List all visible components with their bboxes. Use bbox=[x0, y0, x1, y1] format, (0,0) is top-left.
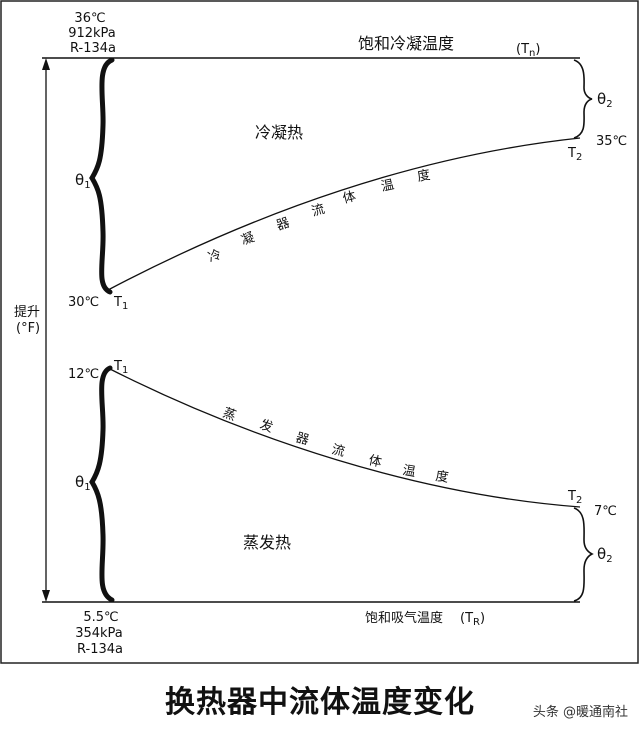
evaporator-curve-char: 温 bbox=[401, 463, 416, 480]
condenser-theta1-label: θ1 bbox=[75, 171, 91, 191]
evaporator-theta1-brace bbox=[89, 365, 115, 603]
condenser-theta1-brace bbox=[89, 57, 115, 295]
condenser-top-pressure: 912kPa bbox=[68, 26, 116, 41]
condenser-t2-label: T2 bbox=[567, 146, 582, 163]
evaporator-saturation-label: 饱和吸气温度 bbox=[365, 610, 443, 626]
evaporator-saturation-symbol: (TR) bbox=[460, 611, 485, 628]
watermark: 头条 @暖通南社 bbox=[533, 704, 628, 720]
condenser-saturation-symbol: (Tn) bbox=[516, 42, 540, 59]
evaporator-bottom-pressure: 354kPa bbox=[75, 626, 123, 641]
evaporator-theta2-label: θ2 bbox=[597, 545, 613, 565]
evaporator-t2-temp: 7℃ bbox=[594, 504, 617, 519]
condenser-fluid-curve-label: 冷 凝 器 流 体 温 度 bbox=[206, 167, 431, 266]
condenser-t1-label: T1 bbox=[113, 295, 128, 312]
condenser-curve-char: 器 bbox=[275, 216, 292, 234]
evaporator-curve-char: 流 bbox=[330, 442, 346, 460]
figure-caption: 换热器中流体温度变化 bbox=[165, 685, 475, 720]
condenser-curve-char: 温 bbox=[380, 178, 396, 195]
condenser-heat-label: 冷凝热 bbox=[255, 123, 303, 142]
condenser-fluid-curve bbox=[107, 137, 581, 291]
lift-axis-arrow bbox=[42, 58, 50, 602]
condenser-curve-char: 体 bbox=[341, 189, 357, 207]
lift-axis-label: 提升 bbox=[14, 304, 40, 320]
evaporator-theta2-brace bbox=[573, 507, 594, 602]
condenser-curve-char: 凝 bbox=[239, 229, 257, 248]
evaporator-bottom-refrigerant: R-134a bbox=[77, 642, 123, 657]
evaporator-curve-char: 器 bbox=[294, 430, 311, 448]
evaporator-t1-label: T1 bbox=[113, 359, 128, 376]
evaporator-curve-char: 体 bbox=[367, 453, 383, 470]
evaporator-theta1-label: θ1 bbox=[75, 473, 91, 493]
condenser-theta2-brace bbox=[573, 59, 593, 139]
condenser-t1-temp: 30℃ bbox=[68, 295, 99, 310]
evaporator-t2-label: T2 bbox=[567, 489, 582, 506]
evaporator-fluid-curve bbox=[107, 367, 581, 508]
condenser-curve-char: 流 bbox=[310, 202, 327, 220]
condenser-saturation-label: 饱和冷凝温度 bbox=[358, 34, 454, 53]
evaporator-curve-char: 度 bbox=[434, 468, 449, 486]
condenser-top-temp: 36℃ bbox=[74, 11, 105, 26]
condenser-top-refrigerant: R-134a bbox=[70, 41, 116, 56]
condenser-t2-temp: 35℃ bbox=[596, 134, 627, 149]
condenser-theta2-label: θ2 bbox=[597, 90, 613, 110]
evaporator-curve-char: 蒸 bbox=[221, 406, 238, 425]
evaporator-heat-label: 蒸发热 bbox=[243, 533, 291, 552]
evaporator-bottom-temp: 5.5℃ bbox=[83, 610, 118, 625]
evaporator-t1-temp: 12℃ bbox=[68, 367, 99, 382]
condenser-curve-char: 冷 bbox=[206, 247, 223, 266]
lift-axis-unit: (°F) bbox=[16, 321, 40, 336]
condenser-curve-char: 度 bbox=[416, 167, 432, 185]
diagram-border bbox=[0, 0, 639, 664]
evaporator-fluid-curve-label: 蒸 发 器 流 体 温 度 bbox=[221, 406, 450, 486]
evaporator-curve-char: 发 bbox=[258, 417, 275, 436]
